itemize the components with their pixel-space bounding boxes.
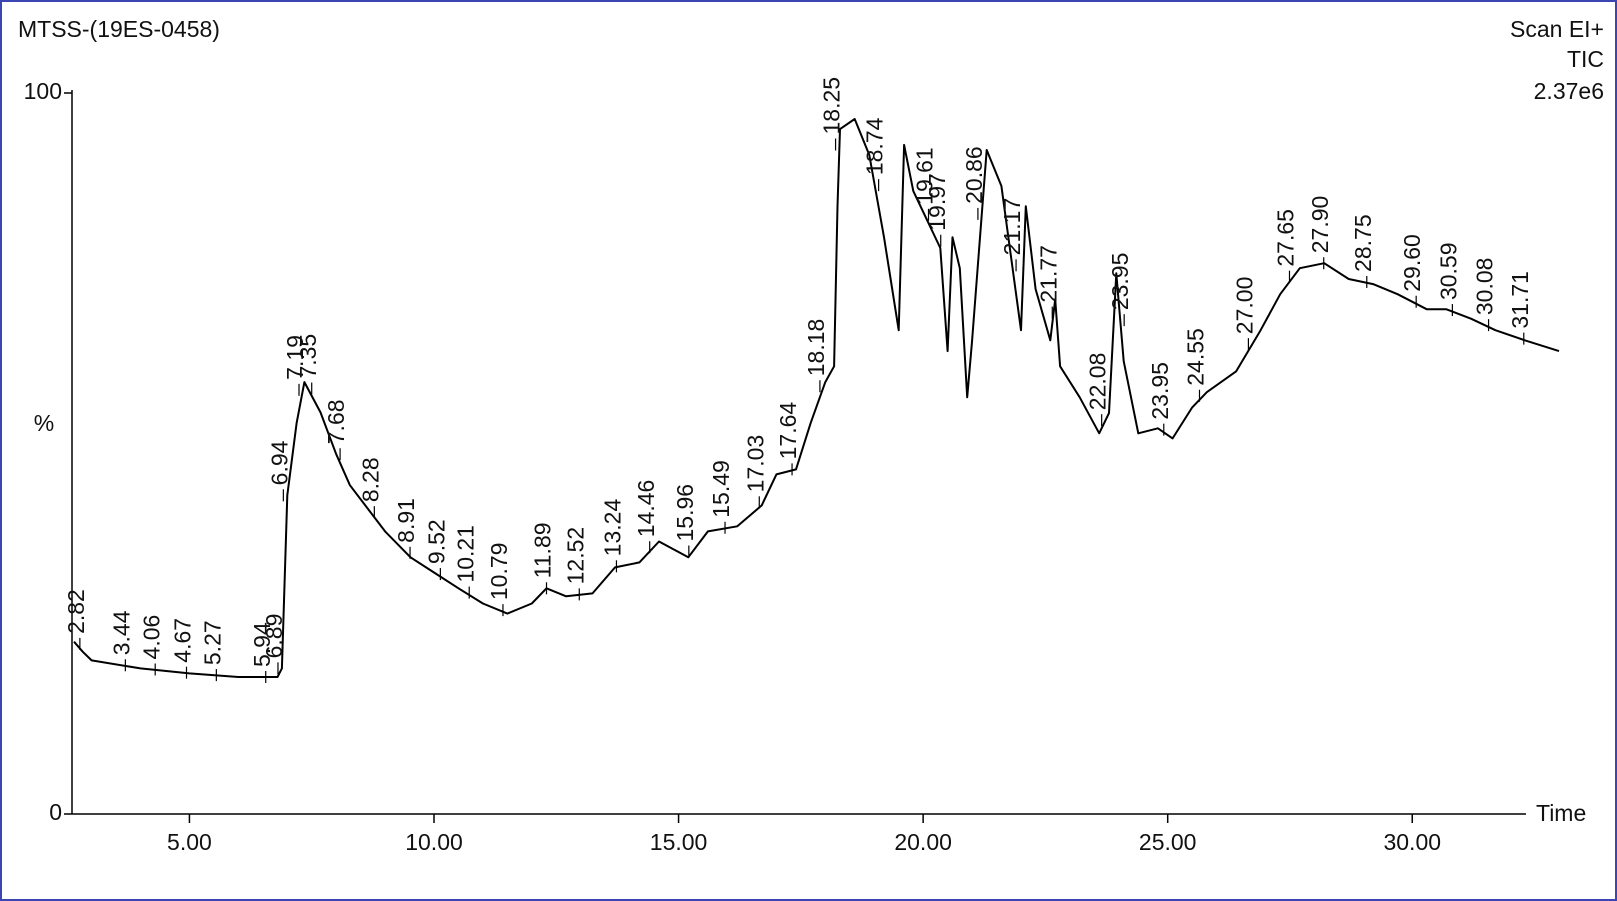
peak-label: 21.77 [1035, 245, 1061, 303]
peak-label: 17.03 [742, 435, 768, 493]
x-tick-label: 5.00 [167, 829, 212, 855]
peak-label: 18.25 [819, 77, 845, 135]
peak-label: 19.61 [912, 147, 938, 205]
peak-label: 7.68 [323, 399, 349, 444]
peak-label: 20.86 [961, 146, 987, 204]
peak-label: 3.44 [108, 610, 134, 655]
peak-label: 23.95 [1147, 362, 1173, 420]
peak-label: 11.89 [530, 522, 556, 578]
peak-label: 6.94 [266, 440, 292, 485]
peak-label: 10.79 [486, 543, 512, 601]
peak-label: 30.08 [1472, 258, 1498, 316]
chart-title: MTSS-(19ES-0458) [18, 16, 220, 42]
peak-label: 17.64 [775, 402, 801, 460]
peak-label: 24.55 [1183, 328, 1209, 386]
tic-trace [73, 118, 1560, 678]
y-axis-label: % [34, 410, 54, 436]
peak-label: 12.52 [562, 527, 588, 585]
peak-label: 15.96 [672, 484, 698, 542]
scan-label: Scan EI+ [1510, 16, 1604, 42]
peak-label: 31.71 [1507, 271, 1533, 329]
peak-label: 30.59 [1435, 242, 1461, 300]
peak-label: 7.35 [295, 334, 321, 379]
peak-label: 5.94 [249, 622, 275, 667]
peak-label: 10.21 [452, 525, 478, 583]
peak-label: 22.08 [1085, 353, 1111, 411]
x-tick-label: 25.00 [1139, 829, 1197, 855]
x-axis-label: Time [1536, 800, 1586, 826]
peak-label: 7.19 [282, 335, 308, 380]
peak-label: 8.28 [357, 457, 383, 502]
peak-label: 28.75 [1350, 214, 1376, 272]
trace-label: TIC [1567, 46, 1604, 72]
peak-label: 14.46 [633, 480, 659, 538]
peak-label: 27.00 [1231, 277, 1257, 335]
y-tick-label: 100 [24, 78, 62, 104]
x-tick-label: 10.00 [405, 829, 463, 855]
peak-label: 4.06 [138, 615, 164, 660]
peak-label: 18.74 [862, 117, 888, 175]
x-tick-label: 20.00 [894, 829, 952, 855]
peak-label: 27.65 [1273, 209, 1299, 267]
peak-label: 5.27 [199, 620, 225, 665]
peak-label: 4.67 [170, 618, 196, 663]
peak-label: 27.90 [1307, 196, 1333, 254]
peak-label: 9.52 [423, 519, 449, 564]
peak-label: 15.49 [708, 460, 734, 518]
x-tick-label: 30.00 [1383, 829, 1441, 855]
peak-label: 29.60 [1399, 234, 1425, 292]
peak-label: 8.91 [393, 498, 419, 543]
peak-label: 23.95 [1107, 253, 1133, 311]
x-tick-label: 15.00 [650, 829, 708, 855]
peak-label: 19.97 [924, 173, 950, 231]
peak-label: 6.89 [261, 614, 287, 659]
peak-label: 18.18 [803, 319, 829, 377]
peak-label: 2.82 [63, 589, 89, 634]
y-tick-label: 0 [49, 799, 62, 825]
peak-label: 13.24 [600, 499, 626, 557]
intensity-label: 2.37e6 [1534, 78, 1604, 104]
peak-label: 21.17 [999, 198, 1025, 256]
